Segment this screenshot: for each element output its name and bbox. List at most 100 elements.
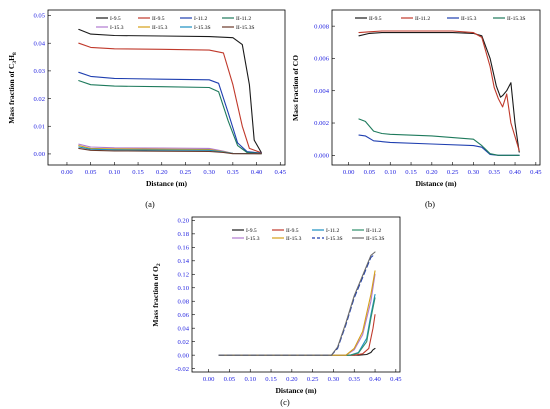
x-tick-label: 0.30 [328,376,340,383]
series-line-II-15.3 [218,270,376,356]
x-tick-label: 0.15 [405,169,417,176]
legend-label: II-9.5 [369,16,382,22]
y-tick-label: 0.006 [314,56,330,63]
series-line-II-11.2 [78,80,262,154]
x-tick-label: 0.00 [343,169,355,176]
series-line-II-15.3S [218,251,376,356]
legend-label: II-15.3 [461,16,477,22]
series-line-I-15.3 [218,273,376,356]
x-tick-label: 0.45 [390,376,402,383]
y-axis-label: Mass fraction of CO [291,55,300,121]
caption-c: (c) [280,397,290,407]
y-tick-label: 0.14 [177,258,189,265]
legend-label: II-15.3 [152,25,168,31]
y-tick-label: 0.000 [314,153,330,160]
y-axis-label: Mass fraction of C3H8 [7,52,18,124]
x-tick-label: 0.20 [156,169,168,176]
y-tick-label: 0.03 [33,68,45,75]
caption-b: (b) [425,199,435,209]
y-axis-label: Mass fraction of O2 [151,263,162,327]
y-tick-label: 0.00 [33,151,45,158]
series-line-II-11.2 [358,30,520,152]
legend-label: II-15.3S [236,25,255,31]
x-tick-label: 0.20 [426,169,438,176]
legend-label: I-15.3S [326,236,343,242]
panel-b-co-chart: 0.00 0.05 0.10 0.15 0.20 0.25 0.30 0.35 0.40 0.45… [291,9,542,188]
y-tick-label: 0.06 [177,312,189,319]
series-line-II-9.5 [358,32,520,153]
y-tick-label: 0.00 [177,352,189,359]
legend-label: I-15.3S [194,25,211,31]
y-tick-label: 0.20 [177,218,189,225]
y-tick-label: 0.008 [314,23,330,30]
legend-label: I-15.3 [246,236,260,242]
x-tick-label: 0.05 [224,376,236,383]
x-tick-label: 0.35 [488,169,500,176]
x-tick-label: 0.45 [274,169,286,176]
y-tick-label: 0.16 [177,245,189,252]
x-tick-label: 0.05 [364,169,376,176]
plot-frame [191,216,401,373]
x-tick-label: 0.40 [251,169,263,176]
legend-label: II-11.2 [236,16,251,22]
legend-label: I-11.2 [194,16,208,22]
legend-label: II-9.5 [152,16,165,22]
legend-label: II-11.2 [366,228,381,234]
x-tick-label: 0.45 [530,169,542,176]
y-tick-label: 0.01 [33,123,45,130]
panel-c-o2-chart: 0.00 0.05 0.10 0.15 0.20 0.25 0.30 0.35 0.40 0.45… [151,216,402,395]
x-tick-label: 0.00 [61,169,73,176]
y-tick-label: 0.02 [33,96,45,103]
plot-frame [331,9,541,166]
y-tick-label: 0.02 [177,339,189,346]
x-tick-label: 0.40 [509,169,521,176]
y-tick-label: 0.08 [177,298,189,305]
y-tick-label: 0.002 [314,120,329,127]
legend-label: II-15.3 [286,236,302,242]
x-tick-label: 0.15 [132,169,144,176]
legend-label: II-15.3S [366,236,385,242]
panel-a-c3h8-chart: 0.00 0.05 0.10 0.15 0.20 0.25 0.30 0.35 0.40 0.45… [7,9,287,188]
y-tick-label: 0.12 [177,271,189,278]
x-tick-label: 0.05 [85,169,97,176]
series-line-II-9.5 [78,42,262,154]
x-tick-label: 0.20 [286,376,298,383]
series-line-II-9.5 [218,314,376,356]
x-tick-label: 0.25 [180,169,192,176]
series-line-II-15.3 [358,134,520,156]
y-tick-label: -0.02 [175,366,189,373]
x-tick-label: 0.10 [384,169,396,176]
y-tick-label: 0.04 [177,325,189,332]
x-axis-label: Distance (m) [415,179,457,188]
x-tick-label: 0.35 [348,376,360,383]
legend-label: II-15.3S [507,16,526,22]
x-tick-label: 0.40 [369,376,381,383]
x-tick-label: 0.35 [227,169,239,176]
x-tick-label: 0.10 [109,169,121,176]
y-tick-label: 0.18 [177,231,189,238]
x-tick-label: 0.15 [265,376,277,383]
caption-a: (a) [145,199,155,209]
legend-label: I-9.5 [110,16,121,22]
legend-label: II-11.2 [415,16,430,22]
x-axis-label: Distance (m) [146,179,188,188]
legend-label: II-9.5 [286,228,299,234]
y-tick-label: 0.004 [314,88,330,95]
y-tick-label: 0.05 [33,13,45,20]
series-line-I-11.2 [78,71,262,154]
x-tick-label: 0.00 [203,376,215,383]
x-tick-label: 0.30 [203,169,215,176]
y-tick-label: 0.10 [177,285,189,292]
x-tick-label: 0.10 [244,376,256,383]
x-tick-label: 0.25 [447,169,459,176]
y-tick-label: 0.04 [33,40,45,47]
plot-frame [47,9,286,166]
legend-label: I-15.3 [110,25,124,31]
x-axis-label: Distance (m) [275,386,317,395]
series-line-I-9.5 [78,28,262,154]
x-tick-label: 0.30 [468,169,480,176]
series-line-II-11.2 [218,297,376,356]
legend-label: I-11.2 [326,228,340,234]
series-line-II-15.3S [358,118,520,156]
